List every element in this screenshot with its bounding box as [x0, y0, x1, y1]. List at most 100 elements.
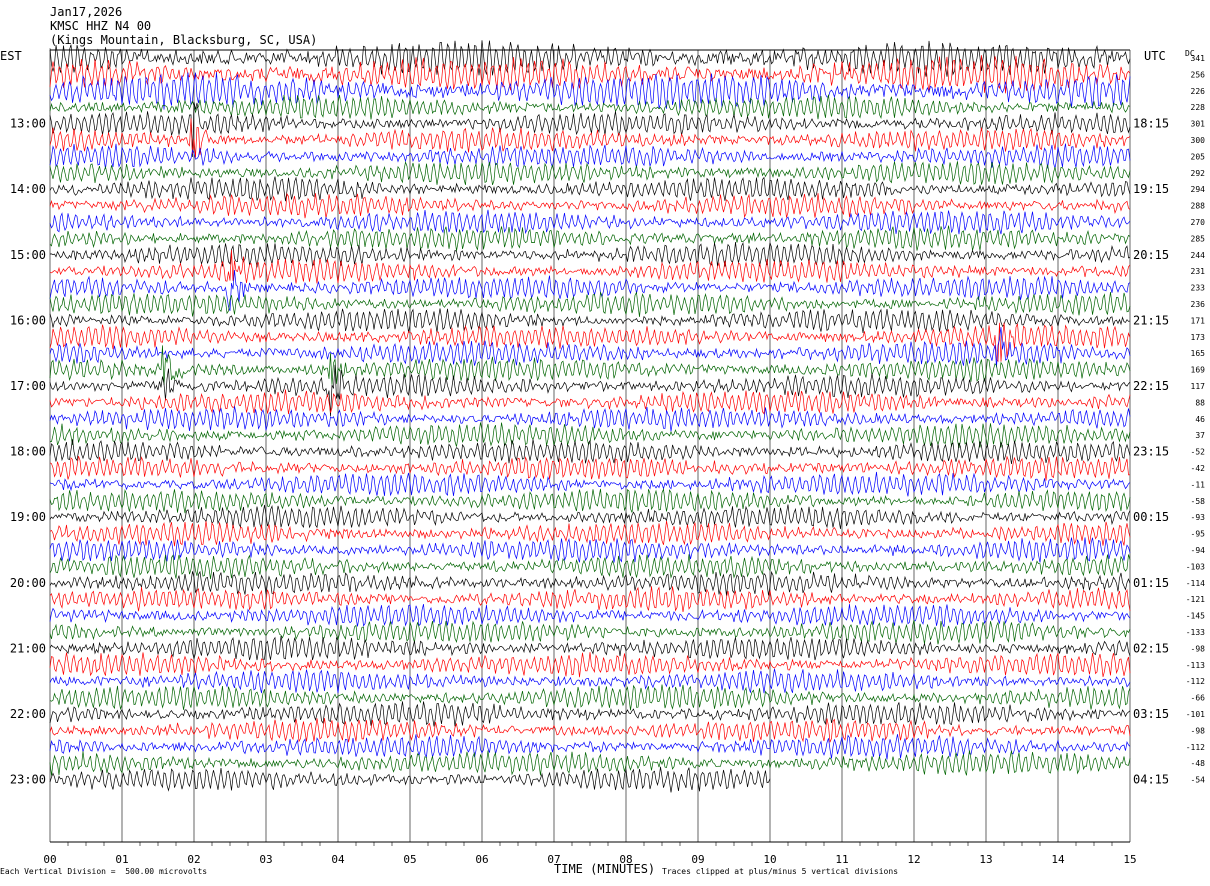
- right-hour-label: 01:15: [1133, 576, 1169, 590]
- x-tick-label: 15: [1123, 853, 1136, 866]
- x-tick-label: 03: [259, 853, 272, 866]
- seismogram-trace: [49, 345, 1131, 385]
- seismogram-trace: [49, 619, 1131, 645]
- seismogram-trace: [49, 488, 1131, 514]
- seismogram-trace: [49, 308, 1131, 334]
- dc-offset-label: 231: [1191, 267, 1206, 276]
- dc-offset-label: -95: [1191, 530, 1206, 539]
- x-tick-label: 13: [979, 853, 992, 866]
- seismogram-trace: [49, 55, 1131, 94]
- right-hour-label: 00:15: [1133, 510, 1169, 524]
- vertical-division-note: Each Vertical Division = 500.00 microvol…: [0, 867, 208, 876]
- seismogram-trace: [49, 241, 1131, 268]
- seismogram-trace: [49, 471, 1131, 497]
- x-tick-label: 06: [475, 853, 488, 866]
- dc-offset-label: -103: [1186, 562, 1205, 571]
- right-hour-label: 23:15: [1133, 445, 1169, 459]
- left-hour-label: 21:00: [10, 641, 46, 655]
- dc-offset-label: 292: [1191, 169, 1206, 178]
- x-tick-label: 07: [547, 853, 560, 866]
- x-tick-label: 08: [619, 853, 632, 866]
- seismogram-trace: [49, 504, 1131, 529]
- right-hour-label: 03:15: [1133, 707, 1169, 721]
- seismogram-trace: [49, 327, 1131, 368]
- seismogram-trace: [49, 684, 1131, 711]
- right-hour-label: 20:15: [1133, 248, 1169, 262]
- seismogram-trace: [49, 176, 1131, 202]
- dc-offset-label: -48: [1191, 759, 1206, 768]
- dc-offset-label: -112: [1186, 743, 1205, 752]
- x-tick-label: 01: [115, 853, 128, 866]
- dc-offset-label: -42: [1191, 464, 1206, 473]
- seismogram-trace: [49, 94, 1131, 120]
- x-tick-label: 04: [331, 853, 345, 866]
- left-hour-label: 18:00: [10, 445, 46, 459]
- seismogram-trace: [49, 364, 1131, 417]
- seismogram-trace: [49, 766, 771, 793]
- dc-offset-label: 165: [1191, 349, 1206, 358]
- right-hour-label: 02:15: [1133, 641, 1169, 655]
- seismogram-trace: [49, 750, 1131, 776]
- dc-offset-label: 228: [1191, 103, 1206, 112]
- left-hour-label: 17:00: [10, 379, 46, 393]
- seismogram-trace: [49, 586, 1131, 613]
- dc-offset-label: -101: [1186, 710, 1205, 719]
- dc-offset-label: 236: [1191, 300, 1206, 309]
- seismogram-trace: [49, 554, 1131, 580]
- dc-offset-label: 233: [1191, 284, 1206, 293]
- x-tick-label: 00: [43, 853, 56, 866]
- clip-note: Traces clipped at plus/minus 5 vertical …: [662, 867, 899, 876]
- seismogram-trace: [49, 225, 1131, 252]
- x-tick-label: 11: [835, 853, 848, 866]
- x-tick-label: 02: [187, 853, 200, 866]
- right-hour-label: 22:15: [1133, 379, 1169, 393]
- dc-offset-label: 285: [1191, 234, 1206, 243]
- dc-offset-label: -94: [1191, 546, 1206, 555]
- x-tick-label: 14: [1051, 853, 1065, 866]
- seismogram-trace: [49, 322, 1131, 363]
- dc-offset-label: 256: [1191, 70, 1206, 79]
- seismogram-trace: [49, 570, 1131, 596]
- seismogram-trace: [49, 406, 1131, 432]
- dc-offset-label: -112: [1186, 677, 1205, 686]
- dc-offset-label: -113: [1186, 661, 1205, 670]
- seismogram-trace: [49, 734, 1131, 760]
- dc-offset-label: -121: [1186, 595, 1205, 604]
- left-hour-label: 20:00: [10, 576, 46, 590]
- right-hour-label: 19:15: [1133, 182, 1169, 196]
- dc-offset-label: -133: [1186, 628, 1205, 637]
- left-timezone-label: EST: [0, 49, 22, 63]
- dc-offset-label: 341: [1191, 54, 1206, 63]
- seismogram-trace: [49, 269, 1131, 312]
- location-label: (Kings Mountain, Blacksburg, SC, USA): [50, 33, 318, 47]
- seismogram-trace: [49, 668, 1131, 694]
- seismogram-trace: [49, 209, 1131, 235]
- dc-offset-label: 169: [1191, 366, 1206, 375]
- dc-offset-label: 244: [1191, 251, 1206, 260]
- left-hour-label: 13:00: [10, 117, 46, 131]
- dc-offset-label: -58: [1191, 497, 1206, 506]
- x-tick-label: 10: [763, 853, 776, 866]
- dc-offset-label: -145: [1186, 612, 1205, 621]
- dc-offset-label: -11: [1191, 480, 1206, 489]
- seismogram-trace: [49, 389, 1131, 415]
- dc-offset-label: 173: [1191, 333, 1206, 342]
- seismogram-trace: [49, 652, 1131, 678]
- seismogram-trace: [49, 143, 1131, 169]
- seismogram-trace: [49, 701, 1131, 727]
- x-tick-label: 09: [691, 853, 704, 866]
- dc-offset-label: -52: [1191, 448, 1206, 457]
- left-hour-label: 22:00: [10, 707, 46, 721]
- dc-offset-label: 171: [1191, 316, 1206, 325]
- right-hour-label: 21:15: [1133, 313, 1169, 327]
- seismogram-trace: [49, 520, 1131, 547]
- seismogram-trace: [49, 291, 1131, 317]
- x-axis-title: TIME (MINUTES): [554, 862, 656, 876]
- dc-offset-label: -114: [1186, 579, 1205, 588]
- seismogram-trace: [49, 604, 1131, 627]
- dc-offset-label: 294: [1191, 185, 1206, 194]
- seismogram-trace: [49, 635, 1131, 661]
- left-hour-label: 16:00: [10, 313, 46, 327]
- dc-offset-label: 300: [1191, 136, 1206, 145]
